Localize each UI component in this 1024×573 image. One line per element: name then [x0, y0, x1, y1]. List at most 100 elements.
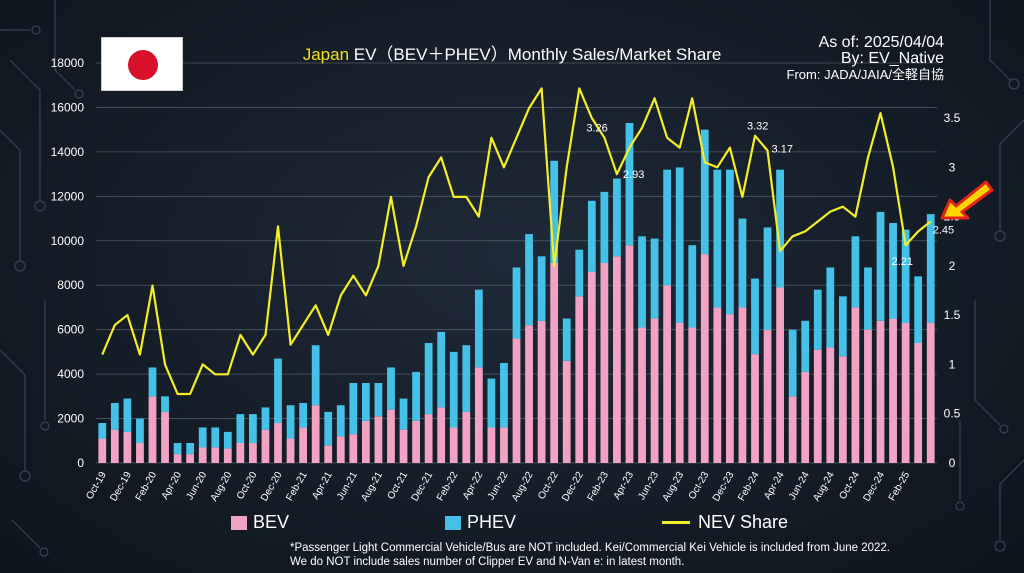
x-tick-label: Oct-24: [837, 470, 862, 502]
x-tick-label: Jun-22: [486, 470, 511, 502]
bar-bev: [625, 245, 634, 463]
data-label: 3.26: [586, 123, 607, 135]
bar-phev: [299, 403, 308, 428]
x-tick-label: Apr-20: [160, 470, 185, 502]
bar-phev: [537, 256, 546, 321]
x-tick-label: Oct-23: [687, 470, 712, 502]
bar-bev: [763, 329, 772, 463]
y-left-tick-label: 8000: [57, 278, 84, 292]
right-axis-tick-labels: 00.511.522.533.5: [944, 111, 961, 470]
bar-bev: [663, 285, 672, 463]
bar-phev: [587, 200, 596, 272]
bar-bev: [462, 411, 471, 463]
legend-item-phev: PHEV: [445, 512, 516, 533]
bar-bev: [813, 349, 822, 463]
x-axis-tick-labels: Oct-19 Dec-19 Feb-20 Apr-20 Jun-20 Aug-20 Oct-…: [84, 470, 912, 504]
bar-phev: [525, 234, 533, 326]
x-tick-label: Oct-21: [386, 470, 411, 502]
bar-phev: [474, 289, 483, 368]
bar-bev: [751, 354, 759, 463]
x-tick-label: Oct-20: [235, 470, 260, 502]
y-left-tick-label: 18000: [51, 56, 85, 70]
bar-phev: [487, 378, 496, 428]
bar-phev: [123, 398, 132, 432]
bar-bev: [725, 314, 734, 463]
y-right-tick-label: 2: [949, 259, 956, 273]
bar-bev: [500, 427, 508, 463]
bar-phev: [249, 414, 257, 443]
y-left-tick-label: 10000: [51, 234, 85, 248]
data-label: 3.17: [772, 144, 793, 156]
bar-bev: [901, 323, 910, 463]
bar-phev: [600, 191, 609, 263]
y-left-tick-label: 16000: [51, 100, 85, 114]
bar-bev: [211, 447, 220, 463]
bar-bev: [575, 296, 584, 463]
bar-bev: [550, 263, 559, 463]
x-tick-label: Oct-19: [84, 470, 109, 502]
bar-phev: [399, 398, 408, 430]
x-tick-label: Aug-22: [510, 470, 536, 504]
bar-phev: [901, 229, 910, 323]
bar-bev: [713, 307, 722, 463]
bar-bev: [223, 448, 232, 463]
bar-phev: [550, 160, 559, 263]
bar-phev: [675, 167, 684, 323]
bar-bev: [474, 367, 483, 463]
bar-bev: [851, 307, 860, 463]
bar-bev: [286, 438, 295, 463]
bar-bev: [788, 396, 797, 463]
bar-bev: [387, 409, 395, 463]
bar-bev: [537, 320, 546, 463]
data-label: 2.21: [892, 256, 913, 268]
bar-phev: [198, 427, 207, 448]
bar-bev: [600, 263, 609, 463]
bar-bev: [688, 327, 697, 463]
bar-bev: [826, 347, 835, 463]
bar-phev: [914, 276, 923, 343]
bar-bev: [311, 405, 320, 463]
bar-phev: [311, 345, 320, 406]
bar-bev: [838, 356, 847, 463]
bar-bev: [173, 454, 182, 463]
bar-phev: [374, 383, 383, 417]
bar-bev: [374, 416, 383, 463]
y-right-tick-label: 1: [949, 357, 956, 371]
legend-label-share: NEV Share: [698, 512, 789, 532]
legend-swatch-share: [662, 521, 690, 524]
bar-phev: [562, 318, 571, 361]
bar-bev: [361, 420, 370, 463]
bar-phev: [713, 169, 722, 308]
bar-bev: [198, 447, 207, 463]
bar-phev: [98, 423, 107, 439]
x-tick-label: Aug-23: [661, 470, 687, 504]
left-axis-tick-labels: 0 2000 4000 6000 8000 10000 12000 14000 16000 180…: [51, 56, 85, 470]
x-tick-label: Aug-21: [359, 470, 385, 504]
bar-phev: [751, 278, 759, 355]
x-tick-label: Feb-24: [736, 470, 762, 503]
as-of-date: As of: 2025/04/04: [818, 34, 944, 51]
x-tick-label: Feb-23: [586, 470, 612, 503]
nev-share-line: [101, 87, 932, 396]
bar-bev: [110, 429, 119, 463]
bar-bev: [700, 254, 709, 463]
data-source: From: JADA/JAIA/全軽自協: [786, 67, 944, 82]
bar-phev: [725, 169, 734, 315]
x-tick-label: Feb-25: [887, 470, 913, 503]
bar-phev: [173, 443, 182, 455]
chart-title-highlight: Japan: [302, 45, 350, 64]
bar-phev: [738, 218, 747, 308]
bar-bev: [437, 407, 446, 463]
bar-phev: [575, 249, 584, 297]
bar-bev: [675, 323, 684, 463]
bar-phev: [864, 267, 872, 330]
x-tick-label: Apr-21: [310, 470, 335, 502]
bar-phev: [763, 227, 772, 330]
flag-sun: [128, 50, 158, 80]
stacked-bars: [98, 123, 935, 463]
bar-phev: [136, 418, 144, 443]
bar-bev: [148, 396, 157, 463]
bar-bev: [324, 445, 333, 463]
bar-bev: [926, 323, 935, 463]
